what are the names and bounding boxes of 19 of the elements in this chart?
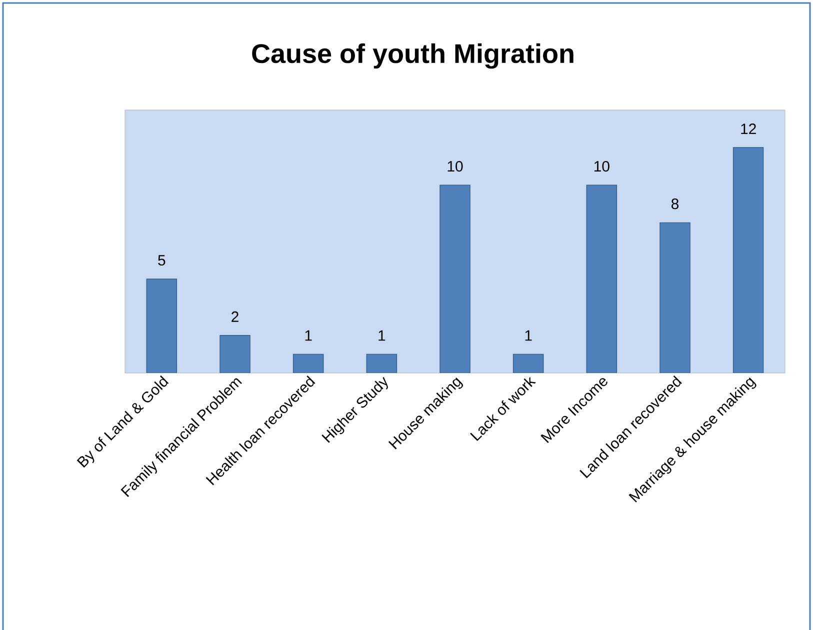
- data-label: 1: [378, 330, 386, 341]
- bar: [146, 278, 178, 373]
- data-label: 2: [232, 311, 238, 322]
- data-label: 10: [594, 160, 610, 172]
- bar: [512, 354, 544, 373]
- data-label: 8: [671, 198, 679, 210]
- data-label: 1: [525, 330, 532, 341]
- chart-title: Cause of youth Migration: [252, 43, 574, 69]
- data-label: 5: [158, 255, 166, 266]
- data-label: 12: [741, 124, 756, 134]
- bar: [660, 222, 690, 373]
- bar: [440, 184, 470, 373]
- data-label: 1: [305, 330, 312, 341]
- bar: [220, 335, 250, 373]
- bar: [292, 354, 324, 373]
- data-label: 10: [448, 160, 463, 172]
- bar: [586, 184, 618, 373]
- bar: [732, 147, 764, 373]
- bar: [366, 354, 398, 373]
